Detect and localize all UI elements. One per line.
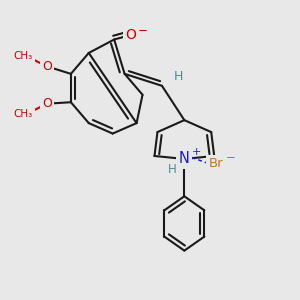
- Text: −: −: [226, 151, 236, 164]
- Text: H: H: [174, 70, 183, 83]
- Text: +: +: [192, 147, 202, 158]
- Text: H: H: [168, 163, 177, 176]
- Text: N: N: [179, 152, 190, 166]
- Text: O: O: [125, 28, 136, 42]
- Text: O: O: [42, 97, 52, 110]
- Text: O: O: [42, 60, 52, 73]
- Text: CH₃: CH₃: [14, 51, 33, 61]
- Text: Br: Br: [208, 157, 223, 170]
- Text: CH₃: CH₃: [14, 109, 33, 119]
- Text: −: −: [138, 24, 148, 37]
